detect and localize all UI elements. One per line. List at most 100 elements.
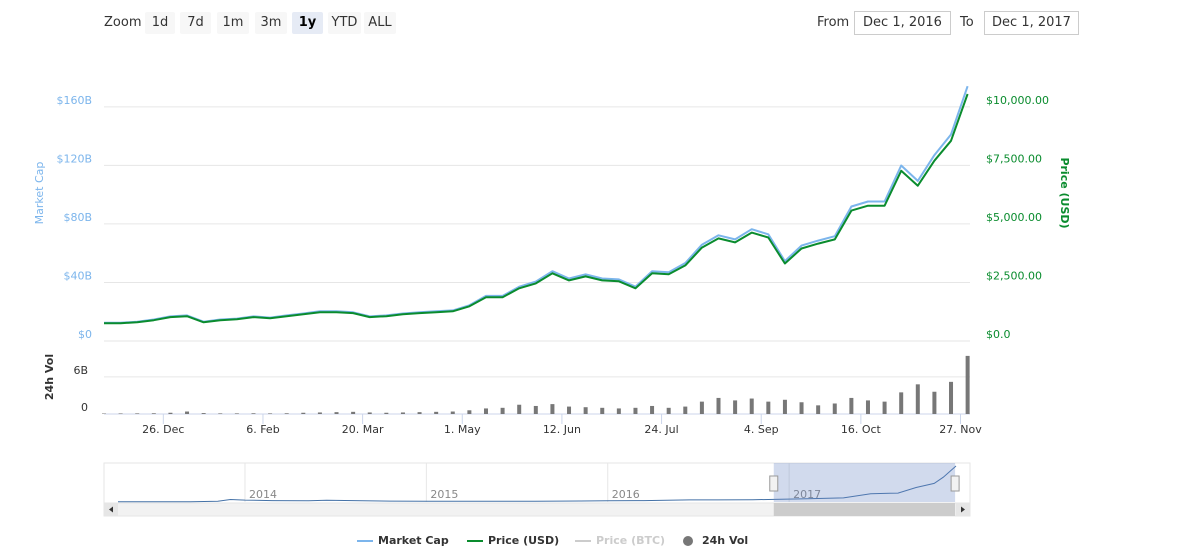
- scroll-left-arrow: [109, 506, 113, 513]
- zoom-button[interactable]: 1y: [292, 12, 323, 34]
- volume-bar: [317, 412, 322, 414]
- volume-bar: [185, 411, 190, 414]
- x-tick-label: 16. Oct: [841, 423, 882, 436]
- volume-bar: [268, 413, 273, 414]
- series-line: [104, 93, 969, 325]
- volume-bar: [915, 384, 920, 414]
- x-tick-label: 12. Jun: [543, 423, 581, 436]
- volume-bar: [550, 404, 555, 414]
- legend-symbol: [683, 536, 693, 546]
- navigator-line: [117, 465, 957, 503]
- y-tick-label: $40B: [63, 269, 92, 282]
- volume-bar: [450, 411, 455, 414]
- legend-label[interactable]: Price (USD): [488, 534, 559, 547]
- x-tick-label: 26. Dec: [142, 423, 184, 436]
- navigator-tick-label: 2016: [612, 488, 640, 501]
- volume-bar: [650, 405, 655, 414]
- volume-bar: [600, 407, 605, 414]
- volume-bar: [334, 412, 339, 414]
- volume-bar: [201, 413, 206, 414]
- zoom-label: Zoom: [104, 15, 142, 30]
- y2-tick-label: $0.0: [986, 328, 1011, 341]
- navigator-tick-label: 2014: [249, 488, 277, 501]
- volume-bar: [716, 397, 721, 414]
- volume-bar: [583, 407, 588, 414]
- volume-bar: [118, 413, 123, 414]
- volume-bar: [965, 355, 970, 414]
- y2-axis-title: Price (USD): [1058, 157, 1071, 228]
- zoom-button[interactable]: ALL: [364, 12, 396, 34]
- volume-bar: [932, 391, 937, 414]
- y2-tick-label: $7,500.00: [986, 152, 1042, 165]
- volume-bar: [135, 413, 140, 414]
- volume-bar: [865, 400, 870, 414]
- y2-tick-label: $2,500.00: [986, 269, 1042, 282]
- volume-bar: [567, 406, 572, 414]
- navigator-handle[interactable]: [769, 475, 779, 492]
- volume-bar: [284, 413, 289, 414]
- volume-bar: [699, 401, 704, 414]
- zoom-button[interactable]: 1m: [217, 12, 249, 34]
- y2-tick-label: $5,000.00: [986, 211, 1042, 224]
- zoom-button[interactable]: 7d: [180, 12, 211, 34]
- navigator-tick-label: 2017: [793, 488, 821, 501]
- volume-bar: [766, 401, 771, 414]
- y-axis-title: 24h Vol: [43, 354, 56, 400]
- volume-bar: [616, 408, 621, 414]
- legend-label[interactable]: Market Cap: [378, 534, 449, 547]
- y2-tick-label: $10,000.00: [986, 94, 1049, 107]
- y-tick-label: 0: [81, 401, 88, 414]
- y-tick-label: $80B: [63, 211, 92, 224]
- volume-bar: [351, 411, 356, 414]
- volume-bar: [500, 407, 505, 414]
- x-tick-label: 20. Mar: [342, 423, 384, 436]
- volume-bar: [168, 412, 173, 414]
- volume-bar: [683, 406, 688, 414]
- volume-bar: [666, 407, 671, 414]
- volume-bar: [799, 402, 804, 414]
- volume-bar: [234, 413, 239, 414]
- volume-bar: [533, 405, 538, 414]
- volume-bar: [151, 413, 156, 414]
- volume-bar: [949, 381, 954, 414]
- legend-label[interactable]: Price (BTC): [596, 534, 665, 547]
- volume-bar: [782, 399, 787, 414]
- volume-bar: [882, 401, 887, 414]
- zoom-button[interactable]: 3m: [255, 12, 287, 34]
- x-tick-label: 1. May: [444, 423, 481, 436]
- volume-bar: [849, 397, 854, 414]
- to-input[interactable]: Dec 1, 2017: [984, 11, 1079, 35]
- volume-bar: [899, 392, 904, 414]
- scroll-right-arrow: [961, 506, 965, 513]
- zoom-button[interactable]: 1d: [145, 12, 175, 34]
- to-label: To: [960, 15, 974, 30]
- volume-bar: [251, 413, 256, 414]
- volume-bar: [384, 412, 389, 414]
- zoom-button[interactable]: YTD: [328, 12, 361, 34]
- y-tick-label: 6B: [73, 364, 88, 377]
- legend-label[interactable]: 24h Vol: [702, 534, 748, 547]
- volume-bar: [301, 412, 306, 414]
- from-label: From: [817, 15, 850, 30]
- volume-bar: [517, 404, 522, 414]
- volume-bar: [749, 398, 754, 414]
- volume-bar: [434, 411, 439, 414]
- volume-bar: [417, 412, 422, 414]
- from-input[interactable]: Dec 1, 2016: [854, 11, 951, 35]
- x-tick-label: 24. Jul: [644, 423, 678, 436]
- x-tick-label: 4. Sep: [744, 423, 779, 436]
- volume-bar: [816, 405, 821, 414]
- x-tick-label: 6. Feb: [246, 423, 279, 436]
- volume-bar: [832, 403, 837, 414]
- x-tick-label: 27. Nov: [939, 423, 982, 436]
- scrollbar-thumb[interactable]: [773, 503, 956, 516]
- series-line: [104, 85, 969, 324]
- navigator-tick-label: 2015: [430, 488, 458, 501]
- volume-bar: [367, 412, 372, 414]
- y-axis-title: Market Cap: [33, 162, 46, 225]
- volume-bar: [218, 413, 223, 414]
- volume-bar: [483, 408, 488, 414]
- navigator-handle[interactable]: [950, 475, 960, 492]
